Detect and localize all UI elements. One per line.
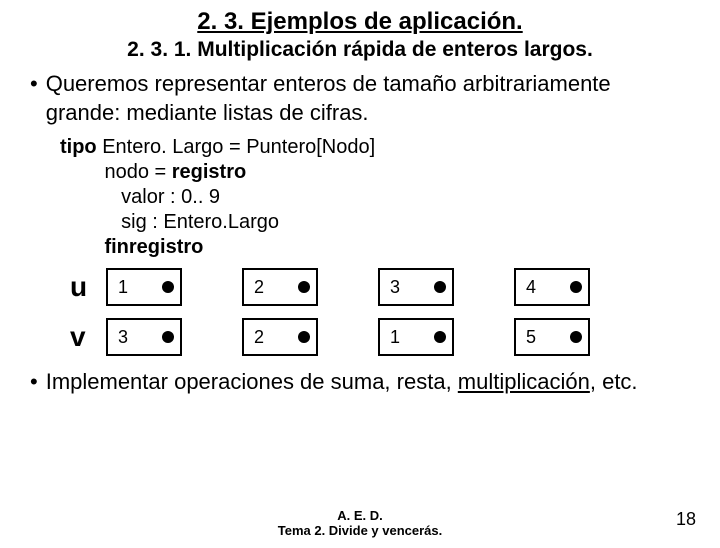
row-label-v: v [70,321,106,353]
kw-tipo: tipo [60,136,97,158]
type-definition: tipo Entero. Largo = Puntero[Nodo] nodo … [60,135,690,260]
node-val: 5 [516,327,536,348]
node-val: 3 [108,327,128,348]
list-node: 2 [242,268,318,306]
kw-finregistro: finregistro [60,235,690,260]
list-node: 2 [242,318,318,356]
bullet-mark: • [30,368,38,397]
pointer-dot-icon [162,331,174,343]
pointer-dot-icon [434,281,446,293]
footer-line-1: A. E. D. [0,508,720,523]
b2-underlined: multiplicación [458,369,590,394]
footer-line-2: Tema 2. Divide y vencerás. [0,523,720,538]
pointer-dot-icon [434,331,446,343]
page-number: 18 [676,509,696,530]
code-l1b: Entero. Largo = Puntero[Nodo] [97,136,376,158]
arrow-icon [182,286,242,288]
list-node: 3 [106,318,182,356]
bullet-1: • Queremos representar enteros de tamaño… [30,70,690,127]
kw-registro: registro [172,161,246,183]
bullet-2-text: Implementar operaciones de suma, resta, … [46,368,638,397]
arrow-icon [318,286,378,288]
list-row-u: u 1 2 3 4 [70,268,720,306]
node-val: 1 [108,277,128,298]
list-row-v: v 3 2 1 5 [70,318,720,356]
bullet-mark: • [30,70,38,99]
bullet-2: • Implementar operaciones de suma, resta… [30,368,690,397]
pointer-dot-icon [570,331,582,343]
code-l3: valor : 0.. 9 [60,185,690,210]
pointer-dot-icon [298,331,310,343]
node-val: 2 [244,327,264,348]
arrow-icon [454,336,514,338]
pointer-dot-icon [162,281,174,293]
node-val: 3 [380,277,400,298]
list-node: 3 [378,268,454,306]
list-node: 4 [514,268,590,306]
row-label-u: u [70,271,106,303]
node-val: 1 [380,327,400,348]
bullet-1-text: Queremos representar enteros de tamaño a… [46,70,690,127]
arrow-icon [454,286,514,288]
b2-c: , etc. [590,369,638,394]
code-l4: sig : Entero.Largo [60,210,690,235]
list-node: 5 [514,318,590,356]
arrow-icon [182,336,242,338]
node-val: 4 [516,277,536,298]
slide-footer: A. E. D. Tema 2. Divide y vencerás. 18 [0,508,720,538]
subsection-title: 2. 3. 1. Multiplicación rápida de entero… [0,38,720,62]
arrow-icon [318,336,378,338]
pointer-dot-icon [570,281,582,293]
list-node: 1 [106,268,182,306]
b2-a: Implementar operaciones de suma, resta, [46,369,458,394]
node-val: 2 [244,277,264,298]
code-l2a: nodo = [60,161,172,183]
linked-list-diagram: u 1 2 3 4 v 3 2 1 5 [70,268,720,356]
section-title: 2. 3. Ejemplos de aplicación. [0,8,720,36]
pointer-dot-icon [298,281,310,293]
list-node: 1 [378,318,454,356]
